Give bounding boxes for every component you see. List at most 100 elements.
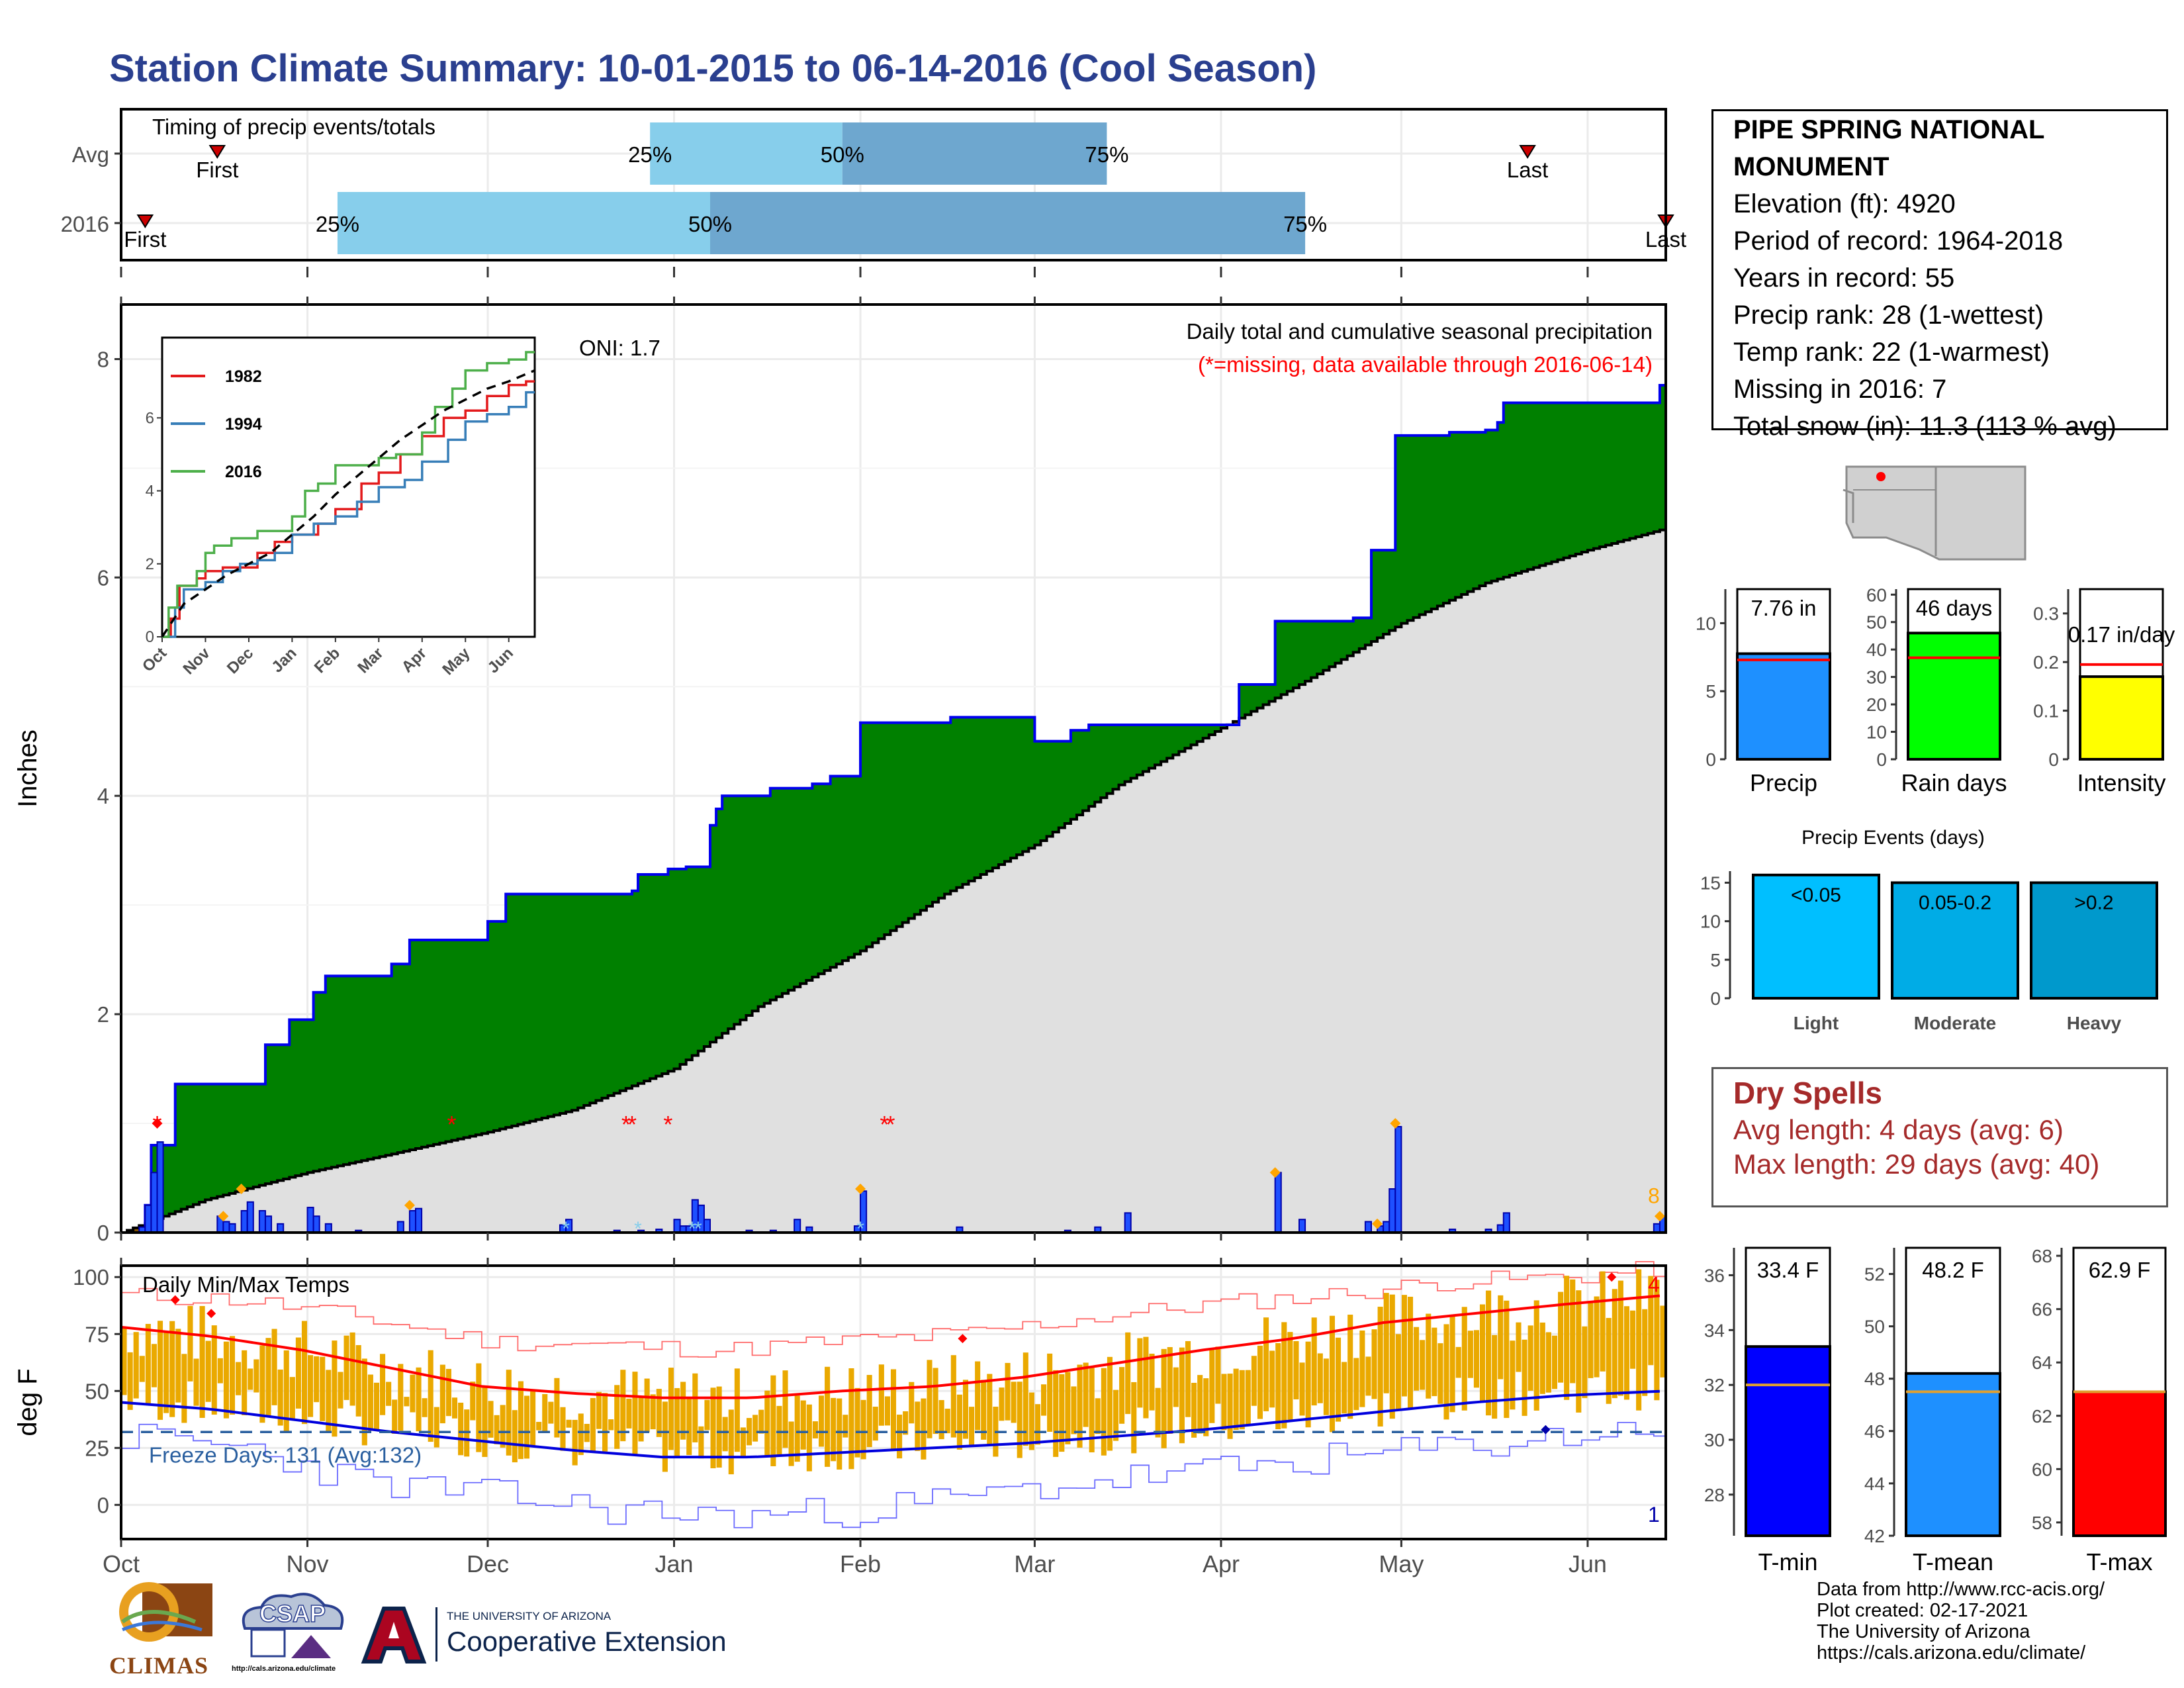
mini-ytick-label: 52 (1864, 1264, 1885, 1285)
daily-temp-bar (1221, 1374, 1227, 1430)
above-average-fill (566, 894, 572, 1112)
daily-temp-bar (1125, 1332, 1131, 1415)
daily-temp-bar (806, 1404, 812, 1472)
daily-temp-bar (897, 1415, 903, 1459)
daily-temp-bar (1407, 1296, 1414, 1409)
daily-temp-bar (1173, 1367, 1179, 1407)
above-average-fill (1245, 684, 1251, 715)
daily-temp-bar (181, 1354, 187, 1423)
mini-ytick-label: 48 (1864, 1369, 1885, 1389)
daily-precip-bar (264, 1215, 273, 1233)
above-average-fill (1503, 402, 1510, 577)
daily-precip-bar (1124, 1212, 1132, 1233)
daily-temp-bar (1281, 1322, 1287, 1429)
daily-temp-bar (445, 1368, 451, 1417)
daily-temp-bar (1023, 1352, 1028, 1446)
precip-ytick-label: 6 (97, 565, 109, 590)
daily-temp-bar (602, 1393, 608, 1452)
daily-temp-bar (1071, 1386, 1077, 1434)
temp-xtick-label: Apr (1203, 1550, 1240, 1577)
daily-temp-bar (1065, 1372, 1071, 1444)
daily-temp-bar (1227, 1374, 1233, 1439)
daily-temp-bar (656, 1389, 662, 1437)
above-average-fill (416, 939, 422, 1149)
daily-temp-bar (1371, 1329, 1377, 1399)
daily-precip-bar (258, 1210, 266, 1233)
station-name-2: MONUMENT (1733, 152, 1889, 181)
daily-temp-bar (1017, 1382, 1023, 1458)
timing-label-25: 25% (628, 142, 672, 167)
daily-temp-bar (1443, 1324, 1449, 1420)
above-average-fill (1659, 385, 1666, 530)
daily-temp-bar (969, 1407, 975, 1447)
temp-ytick-label: 50 (85, 1379, 109, 1403)
above-average-fill (1220, 725, 1228, 728)
above-average-fill (782, 788, 789, 994)
above-average-fill (541, 894, 549, 1119)
red-diamond-marker (152, 1118, 163, 1129)
above-average-fill (319, 992, 326, 1170)
daily-precip-bar (150, 1172, 158, 1233)
above-average-fill (1136, 725, 1144, 775)
daily-temp-bar (506, 1370, 512, 1456)
ua-block-a-icon (361, 1607, 427, 1664)
timing-label-25: 25% (316, 212, 359, 236)
orange-diamond-marker (1390, 1118, 1401, 1129)
above-average-fill (776, 788, 783, 997)
daily-temp-bar (1479, 1304, 1486, 1403)
above-average-fill (692, 867, 699, 1056)
mini-ytick-label: 5 (1706, 681, 1716, 702)
credit-line-2: Plot created: 02-17-2021 (1817, 1600, 2028, 1621)
timing-first-marker (136, 214, 154, 228)
above-average-fill (1419, 435, 1426, 615)
daily-temp-bar (392, 1399, 398, 1434)
above-average-fill (1203, 725, 1210, 739)
daily-temp-bar (590, 1397, 596, 1453)
above-average-fill (728, 796, 735, 1029)
daily-precip-bar (1388, 1188, 1396, 1234)
events-title: Precip Events (days) (1801, 827, 1985, 849)
above-average-fill (469, 939, 477, 1137)
above-average-fill (698, 867, 705, 1051)
missing-data-mark: * (447, 1111, 456, 1138)
daily-temp-bar (187, 1305, 193, 1382)
above-average-fill (584, 894, 590, 1105)
above-average-fill (920, 722, 927, 911)
above-average-fill (295, 1019, 302, 1176)
daily-temp-bar (1510, 1340, 1516, 1410)
daily-temp-bar (361, 1358, 367, 1446)
above-average-fill (1281, 621, 1288, 695)
daily-temp-bar (626, 1398, 632, 1429)
daily-temp-bar (133, 1332, 139, 1399)
daily-temp-bar (1179, 1347, 1185, 1444)
above-average-fill (277, 1045, 284, 1181)
inset-ytick-label: 4 (146, 483, 154, 500)
daily-temp-bar (596, 1391, 602, 1429)
above-average-fill (1130, 725, 1138, 778)
freeze-days-label: Freeze Days: 131 (Avg:132) (149, 1443, 422, 1468)
above-average-fill (500, 921, 506, 1129)
record-high-marker (1607, 1272, 1617, 1282)
above-average-fill (884, 722, 891, 935)
daily-temp-bar (1323, 1358, 1329, 1415)
mini-ytick-label: 28 (1704, 1485, 1725, 1505)
daily-temp-bar (308, 1355, 314, 1417)
daily-precip-bar (703, 1219, 711, 1233)
above-average-fill (397, 964, 404, 1153)
daily-temp-bar (734, 1368, 740, 1452)
daily-temp-bar (289, 1377, 295, 1419)
daily-temp-bar (1564, 1276, 1570, 1400)
above-average-fill (187, 1084, 194, 1207)
daily-temp-bar (1275, 1342, 1281, 1430)
above-average-fill (956, 717, 964, 888)
above-average-fill (1557, 402, 1565, 560)
daily-temp-bar (536, 1421, 542, 1430)
daily-temp-bar (1299, 1362, 1305, 1416)
daily-temp-bar (1473, 1330, 1479, 1388)
above-average-fill (794, 788, 801, 987)
daily-temp-bar (343, 1335, 349, 1400)
daily-temp-bar (578, 1413, 584, 1456)
above-average-fill (535, 894, 543, 1120)
daily-temp-bar (1492, 1335, 1498, 1419)
above-average-fill (944, 722, 951, 894)
